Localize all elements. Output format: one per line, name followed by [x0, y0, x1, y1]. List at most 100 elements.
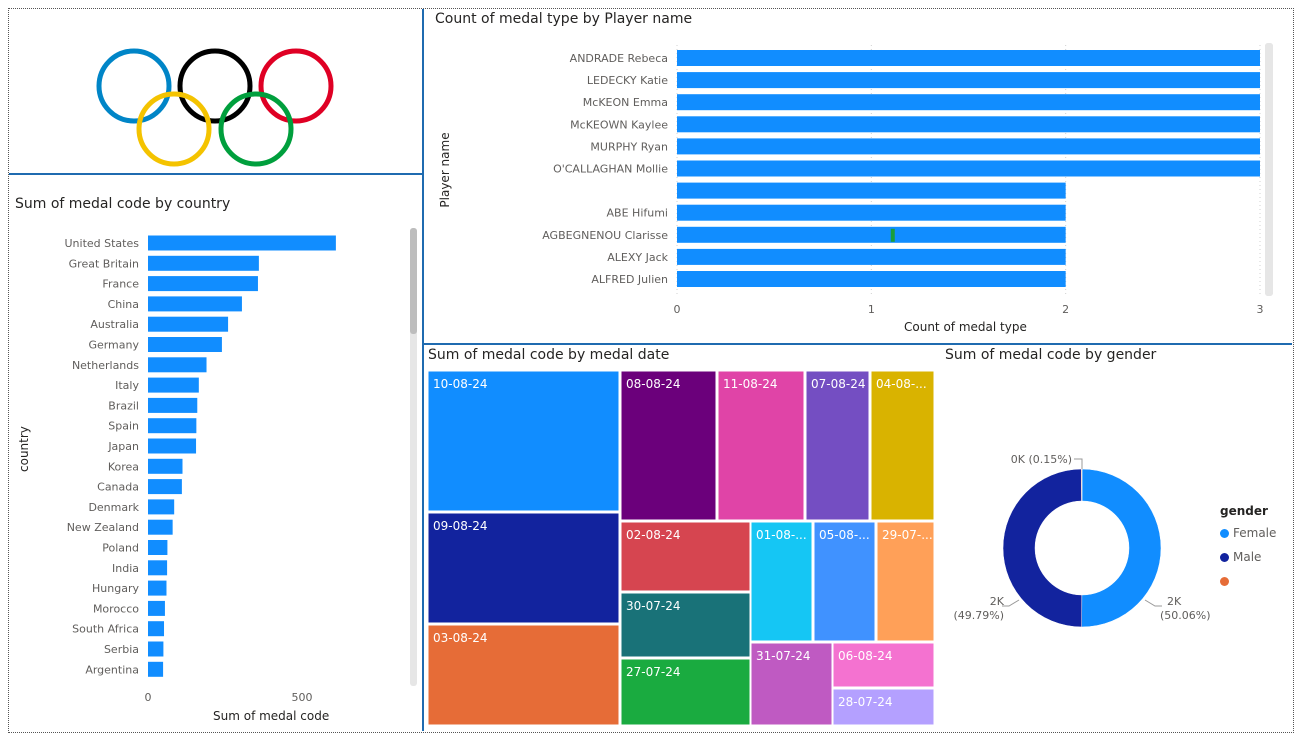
treemap-tile-rect[interactable]: [427, 624, 620, 726]
treemap-tile-rect[interactable]: [620, 521, 751, 592]
country-bar[interactable]: [148, 418, 197, 434]
country-bar[interactable]: [148, 316, 229, 332]
player-bar[interactable]: [677, 94, 1260, 111]
treemap-tile[interactable]: 10-08-24: [427, 370, 620, 512]
country-bar[interactable]: [148, 337, 222, 352]
treemap-tile-rect[interactable]: [805, 370, 870, 521]
player-bar[interactable]: [677, 248, 1066, 265]
country-category-label: Italy: [115, 379, 139, 392]
treemap-tile-label: 02-08-24: [626, 528, 680, 542]
treemap-tile[interactable]: 08-08-24: [620, 370, 717, 521]
treemap-tile-rect[interactable]: [620, 592, 751, 658]
country-bar[interactable]: [148, 580, 167, 596]
country-bar[interactable]: [148, 479, 182, 495]
treemap-tile-rect[interactable]: [870, 370, 935, 521]
player-bar[interactable]: [677, 182, 1066, 199]
medal-date-treemap: 10-08-24 09-08-24 03-08-24 08-08-24 11-08-24…: [427, 370, 935, 726]
treemap-tile-label: 05-08-...: [819, 528, 870, 542]
country-bar[interactable]: [148, 499, 175, 515]
country-bar[interactable]: [148, 641, 164, 657]
country-bar[interactable]: [148, 560, 168, 576]
player-bar[interactable]: [677, 50, 1260, 66]
treemap-tile[interactable]: 29-07-...: [876, 521, 935, 642]
legend-item-male[interactable]: Male: [1220, 550, 1261, 564]
treemap-tile-rect[interactable]: [832, 688, 935, 726]
treemap-tile[interactable]: 09-08-24: [427, 512, 620, 624]
player-category-label: O'CALLAGHAN Mollie: [553, 163, 668, 176]
country-bar[interactable]: [148, 621, 165, 637]
treemap-tile-label: 28-07-24: [838, 695, 892, 709]
treemap-tile-rect[interactable]: [813, 521, 876, 642]
country-category-label: Brazil: [108, 399, 139, 412]
country-bar[interactable]: [148, 235, 336, 251]
player-bar[interactable]: [677, 116, 1260, 133]
country-category-label: Serbia: [104, 643, 139, 656]
player-bar[interactable]: [677, 271, 1066, 287]
treemap-tile[interactable]: 03-08-24: [427, 624, 620, 726]
treemap-tile[interactable]: 30-07-24: [620, 592, 751, 658]
country-category-label: Germany: [88, 339, 139, 352]
treemap-tile-rect[interactable]: [427, 370, 620, 512]
country-bar[interactable]: [148, 296, 242, 312]
treemap-tile-rect[interactable]: [832, 642, 935, 688]
treemap-tile[interactable]: 01-08-...: [750, 521, 813, 642]
treemap-tile[interactable]: 27-07-24: [620, 658, 751, 726]
donut-label-left-value: 2K: [990, 595, 1005, 608]
country-bar[interactable]: [148, 458, 183, 474]
country-chart-scroll-thumb[interactable]: [410, 228, 417, 334]
country-category-label: Great Britain: [69, 257, 139, 270]
divider-logo-bottom: [9, 173, 422, 175]
treemap-tile[interactable]: 02-08-24: [620, 521, 751, 592]
legend-item-female[interactable]: Female: [1220, 526, 1276, 540]
treemap-tile-rect[interactable]: [750, 642, 833, 726]
country-chart-scrollbar[interactable]: [410, 228, 417, 686]
player-bar[interactable]: [677, 160, 1260, 177]
treemap-tile-label: 06-08-24: [838, 649, 892, 663]
country-bar[interactable]: [148, 276, 258, 292]
donut-slice[interactable]: [1081, 468, 1162, 628]
country-bar[interactable]: [148, 357, 207, 373]
player-chart-ylabel: Player name: [438, 132, 452, 208]
country-bar[interactable]: [148, 661, 164, 677]
player-bar[interactable]: [677, 204, 1066, 221]
treemap-tile[interactable]: 05-08-...: [813, 521, 876, 642]
donut-slice[interactable]: [1081, 468, 1083, 502]
player-bar[interactable]: [677, 138, 1260, 155]
treemap-tile[interactable]: 04-08-...: [870, 370, 935, 521]
treemap-tile[interactable]: 11-08-24: [717, 370, 805, 521]
legend-item-blank[interactable]: [1220, 574, 1233, 588]
treemap-tile-label: 08-08-24: [626, 377, 680, 391]
player-chart-scrollbar[interactable]: [1265, 43, 1273, 296]
country-bar[interactable]: [148, 540, 168, 555]
treemap-tile-rect[interactable]: [427, 512, 620, 624]
country-bar[interactable]: [148, 438, 197, 454]
treemap-tile[interactable]: 06-08-24: [832, 642, 935, 688]
player-xtick: 2: [1062, 303, 1069, 316]
olympic-rings-logo: [90, 40, 345, 175]
player-bar[interactable]: [677, 226, 1066, 243]
treemap-tile-rect[interactable]: [717, 370, 805, 521]
treemap-tile[interactable]: 28-07-24: [832, 688, 935, 726]
country-bar[interactable]: [148, 377, 199, 393]
treemap-tile-rect[interactable]: [750, 521, 813, 642]
country-category-label: Hungary: [92, 582, 139, 595]
player-category-label: ANDRADE Rebeca: [570, 52, 668, 65]
country-bar[interactable]: [148, 519, 173, 535]
player-chart-scroll-thumb[interactable]: [1265, 43, 1273, 296]
country-bar[interactable]: [148, 600, 165, 616]
donut-slice[interactable]: [1002, 468, 1083, 628]
treemap-tile-rect[interactable]: [876, 521, 935, 642]
country-bar[interactable]: [148, 397, 198, 413]
treemap-tile-rect[interactable]: [620, 370, 717, 521]
country-bar[interactable]: [148, 255, 259, 271]
treemap-tile[interactable]: 07-08-24: [805, 370, 870, 521]
player-category-label: AGBEGNENOU Clarisse: [542, 229, 668, 242]
player-xtick: 1: [868, 303, 875, 316]
olympic-rings-icon: [96, 48, 334, 167]
treemap-tile-label: 04-08-...: [876, 377, 927, 391]
player-bar-chart: 0 1 2 3 ANDRADE Rebeca LEDECKY Katie McKEON Em…: [542, 45, 1264, 316]
player-bar[interactable]: [677, 72, 1260, 89]
treemap-tile[interactable]: 31-07-24: [750, 642, 833, 726]
country-category-label: Poland: [102, 542, 139, 555]
treemap-tile-rect[interactable]: [620, 658, 751, 726]
